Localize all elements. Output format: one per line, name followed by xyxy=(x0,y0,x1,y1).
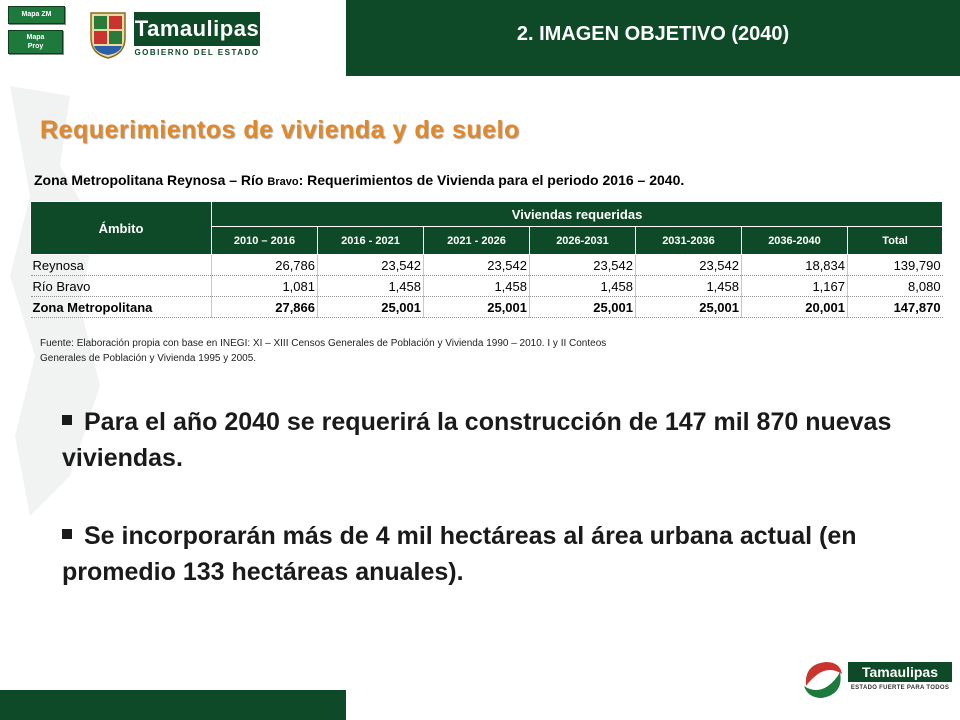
header-viviendas-requeridas: Viviendas requeridas xyxy=(210,201,944,227)
table-cell: 23,542 xyxy=(317,254,424,276)
footer-bar xyxy=(0,690,346,720)
table-cell: 25,001 xyxy=(317,296,424,318)
tamaulipas-swirl-icon xyxy=(804,662,842,698)
bullet-text: Para el año 2040 se requerirá la constru… xyxy=(62,408,892,472)
table-cell: 20,001 xyxy=(741,296,848,318)
source-note: Fuente: Elaboración propia con base en I… xyxy=(40,336,840,366)
bullet-text: Se incorporarán más de 4 mil hectáreas a… xyxy=(62,522,857,586)
header-ambito: Ámbito xyxy=(30,201,212,255)
table-cell: 23,542 xyxy=(635,254,742,276)
column-header: 2026-2031 xyxy=(529,226,636,255)
table-cell: 23,542 xyxy=(423,254,530,276)
table-cell: 26,786 xyxy=(211,254,318,276)
source-line1: Fuente: Elaboración propia con base en I… xyxy=(40,338,607,349)
footer-slogan: ESTADO FUERTE PARA TODOS xyxy=(850,685,950,691)
column-header: 2016 - 2021 xyxy=(317,226,424,255)
caption-part3: : Requerimientos de Vivienda para el per… xyxy=(298,172,685,188)
square-bullet-icon xyxy=(62,415,72,426)
housing-requirements-table: Ámbito Viviendas requeridas 2010 – 2016 … xyxy=(30,201,944,318)
table-cell: 18,834 xyxy=(741,254,848,276)
footer-logo-text: Tamaulipas xyxy=(848,662,952,682)
caption-part1: Zona Metropolitana Reynosa – Río xyxy=(34,172,268,188)
page-header-title: 2. IMAGEN OBJETIVO (2040) xyxy=(516,22,790,45)
table-cell: 25,001 xyxy=(529,296,636,318)
column-header: 2021 - 2026 xyxy=(423,226,530,255)
mapa-zm-button[interactable]: Mapa ZM xyxy=(8,6,65,24)
table-cell: 147,870 xyxy=(846,296,943,318)
table-cell: 1,081 xyxy=(211,275,318,297)
column-header: Total xyxy=(846,226,944,255)
bullet-item: Para el año 2040 se requerirá la constru… xyxy=(62,404,942,476)
table-row: Río Bravo 1,081 1,458 1,458 1,458 1,458 … xyxy=(30,275,943,297)
table-cell: 1,458 xyxy=(635,275,742,297)
column-header: 2031-2036 xyxy=(635,226,742,255)
caption-part2: Bravo xyxy=(267,176,299,188)
table-cell: 139,790 xyxy=(846,254,943,276)
tamaulipas-logo: Tamaulipas xyxy=(134,12,260,46)
row-name: Zona Metropolitana xyxy=(30,296,212,318)
coat-of-arms-icon xyxy=(90,12,126,59)
row-name: Río Bravo xyxy=(30,275,212,297)
table-cell: 25,001 xyxy=(635,296,742,318)
square-bullet-icon xyxy=(62,529,72,540)
footer-logo: Tamaulipas ESTADO FUERTE PARA TODOS xyxy=(800,656,952,706)
column-header: 2036-2040 xyxy=(741,226,848,255)
mapa-proy-label-line2: Proy xyxy=(27,43,44,50)
table-cell: 27,866 xyxy=(211,296,318,318)
source-line2: Generales de Población y Vivienda 1995 y… xyxy=(40,353,257,364)
table-cell: 1,458 xyxy=(423,275,530,297)
table-cell: 25,001 xyxy=(423,296,530,318)
bullet-list: Para el año 2040 se requerirá la constru… xyxy=(62,404,942,632)
row-name: Reynosa xyxy=(30,254,212,276)
table-row: Reynosa 26,786 23,542 23,542 23,542 23,5… xyxy=(30,254,943,276)
page-title: Requerimientos de vivienda y de suelo xyxy=(40,116,520,144)
column-header: 2010 – 2016 xyxy=(211,226,318,255)
table-row-total: Zona Metropolitana 27,866 25,001 25,001 … xyxy=(30,296,943,318)
bullet-item: Se incorporarán más de 4 mil hectáreas a… xyxy=(62,518,942,590)
table-cell: 8,080 xyxy=(846,275,943,297)
table-caption: Zona Metropolitana Reynosa – Río Bravo: … xyxy=(34,172,684,188)
table-cell: 1,458 xyxy=(529,275,636,297)
logo-subtitle: GOBIERNO DEL ESTADO xyxy=(134,48,260,57)
mapa-proy-button[interactable]: Mapa Proy xyxy=(8,30,63,54)
table-cell: 23,542 xyxy=(529,254,636,276)
table-cell: 1,167 xyxy=(741,275,848,297)
table-cell: 1,458 xyxy=(317,275,424,297)
mapa-proy-label-line1: Mapa xyxy=(26,34,45,41)
